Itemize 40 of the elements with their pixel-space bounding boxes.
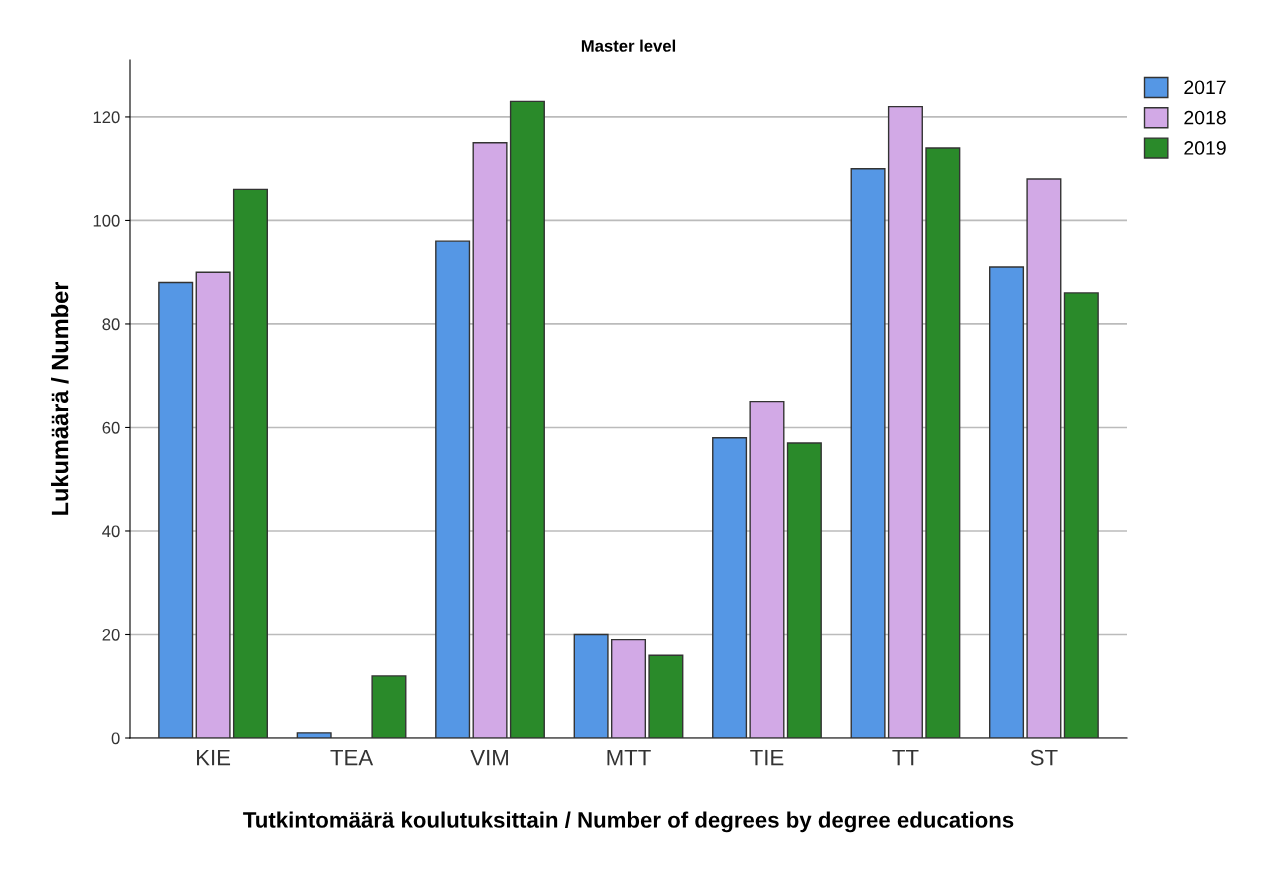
bar	[786, 442, 822, 738]
bar	[712, 437, 748, 738]
x-tick-label: KIE	[197, 749, 231, 766]
legend-label: 2019	[1184, 141, 1226, 155]
bar	[296, 732, 332, 738]
x-tick-label: TT	[892, 749, 919, 766]
y-tick-label: 60	[102, 421, 120, 434]
bar	[610, 638, 647, 738]
legend-label: 2018	[1184, 110, 1226, 125]
y-tick-label: 120	[93, 111, 120, 124]
bar	[435, 240, 471, 738]
y-tick-label: 20	[102, 628, 120, 641]
x-tick-label: TEA	[330, 749, 374, 766]
bar	[509, 100, 545, 738]
bar	[158, 281, 194, 738]
bar	[195, 271, 231, 738]
bar	[1063, 292, 1099, 738]
bar	[887, 105, 923, 738]
y-tick-label: 0	[111, 732, 120, 745]
x-tick-label: MTT	[607, 749, 651, 766]
bar	[648, 654, 684, 738]
bar	[925, 147, 961, 738]
chart-title: Master level	[581, 39, 676, 52]
x-axis-title: Tutkintomäärä koulutuksittain / Number of degrees by degree educations	[243, 811, 1014, 833]
legend-label: 2017	[1184, 80, 1226, 95]
bar	[573, 633, 609, 738]
bar	[472, 142, 508, 738]
bar	[371, 675, 407, 738]
y-axis-title: Lukumäärä / Number	[51, 281, 69, 515]
y-tick-label: 40	[102, 525, 120, 538]
bar	[749, 400, 785, 738]
y-tick-label: 100	[93, 214, 120, 227]
y-tick-label: 80	[102, 318, 120, 331]
bar	[989, 266, 1025, 738]
x-tick-label: TIE	[750, 749, 784, 766]
x-tick-label: VIM	[470, 749, 508, 766]
bar	[232, 188, 268, 738]
bar	[850, 167, 886, 738]
x-tick-label: ST	[1030, 749, 1058, 766]
bar	[1026, 178, 1062, 738]
